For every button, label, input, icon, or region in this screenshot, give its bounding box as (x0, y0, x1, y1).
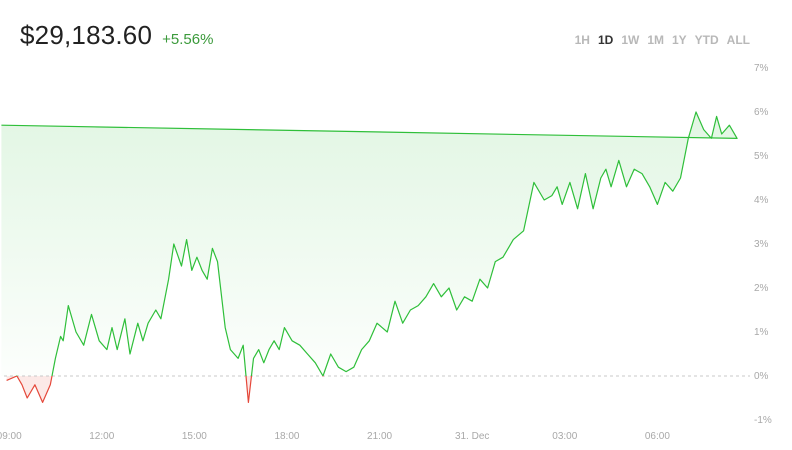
x-tick-label: 21:00 (367, 431, 392, 442)
x-tick-label: 31. Dec (455, 431, 489, 442)
y-tick-label: 2% (754, 283, 769, 294)
series-line-positive (1, 111, 738, 376)
range-button-1d[interactable]: 1D (597, 33, 614, 47)
y-tick-label: 3% (754, 239, 769, 250)
x-tick-label: 03:00 (552, 431, 577, 442)
y-tick-label: 5% (754, 151, 769, 162)
range-button-ytd[interactable]: YTD (694, 33, 719, 47)
area-fill-negative (1, 376, 323, 403)
y-tick-label: 4% (754, 195, 769, 206)
x-tick-label: 09:00 (0, 431, 22, 442)
area-fill-positive (1, 112, 738, 376)
range-button-1h[interactable]: 1H (574, 33, 590, 47)
current-price: $29,183.60 (20, 20, 153, 50)
time-range-selector: 1H 1D 1W 1M 1Y YTD ALL (575, 33, 750, 47)
price-change-percent: +5.56% (162, 31, 214, 48)
price-header: $29,183.60 +5.56% (20, 20, 213, 51)
x-tick-label: 06:00 (645, 431, 670, 442)
y-tick-label: -1% (754, 415, 772, 426)
y-tick-label: 7% (754, 63, 769, 74)
y-tick-label: 0% (754, 371, 769, 382)
range-button-1w[interactable]: 1W (621, 33, 640, 47)
x-tick-label: 18:00 (274, 431, 299, 442)
y-tick-label: 1% (754, 327, 769, 338)
range-button-1y[interactable]: 1Y (671, 33, 687, 47)
x-tick-label: 15:00 (182, 431, 207, 442)
y-tick-label: 6% (754, 107, 769, 118)
x-tick-label: 12:00 (89, 431, 114, 442)
range-button-all[interactable]: ALL (726, 33, 750, 47)
range-button-1m[interactable]: 1M (647, 33, 664, 47)
